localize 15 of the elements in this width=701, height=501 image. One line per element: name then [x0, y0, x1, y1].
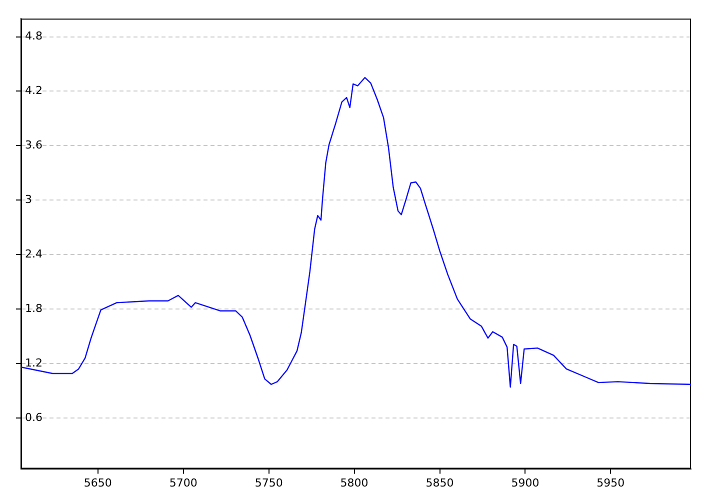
x-tick-label: 5750 [254, 476, 283, 490]
y-tick-label: 3 [25, 192, 32, 206]
x-tick-label: 5900 [511, 476, 540, 490]
y-tick-label: 2.4 [25, 247, 42, 260]
y-tick-label: 0.6 [25, 410, 42, 424]
x-tick-label: 5800 [340, 476, 368, 490]
x-tick-label: 5700 [169, 476, 198, 490]
y-tick-label: 4.2 [25, 84, 42, 98]
y-tick-label: 1.2 [25, 356, 42, 370]
y-tick-label: 4.8 [25, 30, 42, 43]
y-tick-label: 1.8 [25, 302, 42, 315]
x-tick-label: 5850 [426, 476, 454, 490]
y-tick-label: 3.6 [25, 138, 42, 152]
x-tick-label: 5650 [84, 476, 112, 490]
x-tick-label: 5950 [596, 476, 625, 490]
